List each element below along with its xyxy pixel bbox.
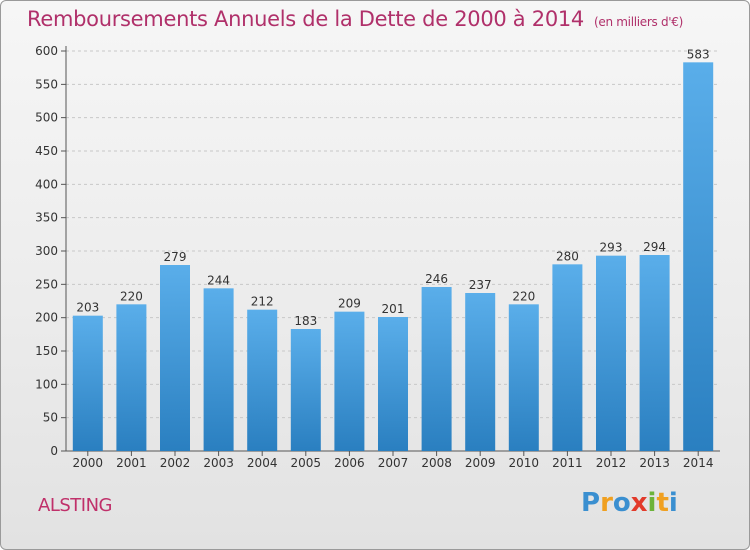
data-label: 583: [687, 47, 710, 61]
data-label: 294: [643, 240, 666, 254]
logo-letter: P: [581, 488, 601, 518]
y-tick-label: 250: [35, 277, 58, 291]
bar: [596, 255, 626, 451]
x-tick-label: 2001: [116, 456, 147, 470]
y-tick-label: 400: [35, 177, 58, 191]
data-label: 220: [120, 289, 143, 303]
x-tick-label: 2010: [509, 456, 540, 470]
data-label: 209: [338, 297, 361, 311]
x-tick-label: 2013: [639, 456, 670, 470]
data-label: 280: [556, 249, 579, 263]
y-tick-label: 50: [43, 411, 58, 425]
x-tick-label: 2009: [465, 456, 496, 470]
data-label: 220: [512, 289, 535, 303]
logo-letter: i: [668, 488, 678, 518]
y-tick-label: 500: [35, 111, 58, 125]
bar: [378, 317, 408, 451]
x-tick-label: 2000: [73, 456, 104, 470]
x-tick-label: 2011: [552, 456, 583, 470]
bar: [334, 311, 365, 451]
y-tick-label: 550: [35, 77, 58, 91]
bar: [552, 264, 583, 451]
logo-letter: o: [612, 488, 631, 518]
bar: [116, 304, 147, 451]
bar: [203, 288, 234, 451]
x-tick-label: 2002: [160, 456, 191, 470]
y-tick-label: 600: [35, 44, 58, 58]
bar: [508, 304, 539, 451]
chart-unit: (en milliers d'€): [594, 15, 684, 29]
bar: [247, 309, 278, 451]
logo-letter: i: [647, 488, 657, 518]
data-label: 244: [207, 273, 230, 287]
bar: [290, 329, 321, 451]
y-tick-label: 300: [35, 244, 58, 258]
data-label: 237: [469, 278, 492, 292]
data-label: 293: [600, 241, 623, 255]
bar: [72, 315, 103, 451]
data-label: 183: [294, 314, 317, 328]
x-tick-label: 2007: [378, 456, 409, 470]
chart-title: Remboursements Annuels de la Dette de 20…: [27, 7, 683, 31]
x-tick-label: 2005: [291, 456, 322, 470]
x-tick-label: 2012: [596, 456, 627, 470]
bar: [160, 265, 190, 451]
x-tick-label: 2014: [683, 456, 714, 470]
logo-letter: t: [656, 488, 669, 518]
bar: [465, 293, 496, 451]
bar: [639, 255, 670, 451]
data-label: 246: [425, 272, 448, 286]
data-label: 201: [382, 302, 405, 316]
data-label: 279: [164, 250, 187, 264]
x-tick-label: 2008: [421, 456, 452, 470]
data-label: 203: [76, 301, 99, 315]
y-tick-label: 200: [35, 311, 58, 325]
y-tick-label: 150: [35, 344, 58, 358]
y-tick-label: 450: [35, 144, 58, 158]
y-tick-label: 0: [50, 444, 58, 458]
bar: [421, 287, 452, 451]
town-name: ALSTING: [38, 495, 112, 516]
x-tick-label: 2003: [203, 456, 234, 470]
x-tick-label: 2006: [334, 456, 365, 470]
x-tick-label: 2004: [247, 456, 278, 470]
data-label: 212: [251, 295, 274, 309]
logo-letter: r: [600, 488, 613, 518]
logo-letter: x: [630, 488, 648, 518]
chart-title-text: Remboursements Annuels de la Dette de 20…: [27, 7, 584, 31]
proxiti-logo: Proxiti: [581, 488, 678, 518]
y-tick-label: 350: [35, 211, 58, 225]
bar: [683, 62, 714, 451]
y-tick-label: 100: [35, 377, 58, 391]
